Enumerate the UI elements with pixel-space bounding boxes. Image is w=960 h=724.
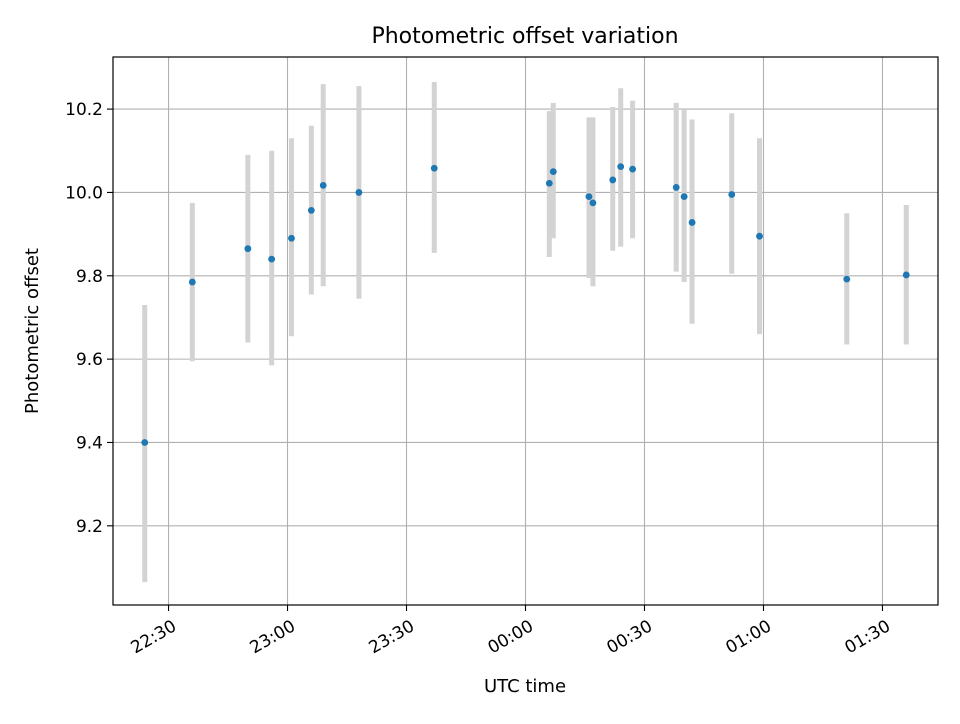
y-tick-label: 9.6 [76,350,103,370]
y-axis-label: Photometric offset [22,248,43,414]
y-tick-label: 10.2 [65,100,103,120]
x-axis-label: UTC time [484,676,566,697]
data-point [319,181,327,189]
chart-title: Photometric offset variation [371,24,678,49]
y-tick-label: 9.4 [76,433,103,453]
y-tick-label: 9.8 [76,267,103,287]
data-point [188,278,196,286]
data-point [609,176,617,184]
data-point [629,165,636,173]
data-point [589,199,597,207]
data-point [549,168,557,176]
grid-lines [113,57,938,605]
data-points [141,163,910,446]
data-point [141,439,149,446]
data-point [756,232,763,240]
data-point [307,206,315,214]
y-tick-label: 9.2 [76,517,103,537]
data-point [244,245,252,253]
data-point [268,255,276,263]
data-point [545,179,553,187]
y-axis-ticks: 9.2 9.4 9.6 9.8 10.0 10.2 [65,100,113,537]
data-point [902,271,910,279]
data-point [688,219,696,226]
data-point [617,163,625,171]
data-point [728,191,736,198]
data-point [585,193,593,201]
data-point [680,193,688,201]
data-point [288,234,295,242]
data-point [843,275,851,283]
data-point [355,189,363,196]
data-point [430,164,438,172]
y-tick-label: 10.0 [65,183,103,203]
data-point [672,184,680,191]
